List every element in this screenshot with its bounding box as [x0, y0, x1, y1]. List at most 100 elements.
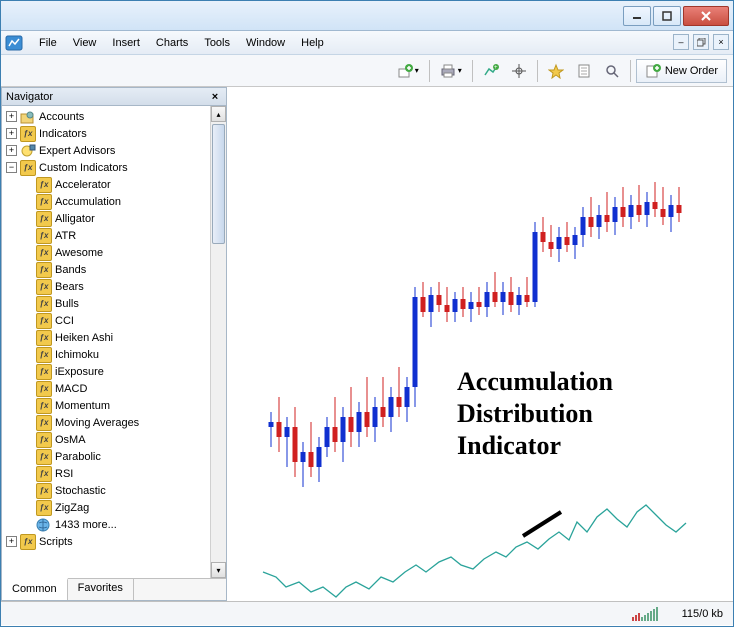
navigator-close-button[interactable]: ×: [208, 90, 222, 104]
tree-item-bulls[interactable]: Bulls: [2, 295, 226, 312]
annotation-l2: Distribution: [457, 399, 593, 429]
fx-icon: [36, 228, 52, 244]
app-window: File View Insert Charts Tools Window Hel…: [0, 0, 734, 627]
expand-icon[interactable]: +: [6, 536, 17, 547]
annotation-arrow: [523, 512, 561, 536]
scroll-down-button[interactable]: ▾: [211, 562, 226, 578]
navigator-title: Navigator: [6, 91, 53, 103]
tree-root-scripts[interactable]: +Scripts: [2, 533, 226, 550]
tree-item-stochastic[interactable]: Stochastic: [2, 482, 226, 499]
expand-icon[interactable]: +: [6, 145, 17, 156]
close-button[interactable]: [683, 6, 729, 26]
toolbar-doc-icon[interactable]: [571, 59, 597, 83]
tree-item-parabolic[interactable]: Parabolic: [2, 448, 226, 465]
expand-icon[interactable]: +: [6, 111, 17, 122]
tree-item-accumulation[interactable]: Accumulation: [2, 193, 226, 210]
fx-icon: [36, 313, 52, 329]
annotation-l3: Indicator: [457, 431, 561, 461]
toolbar: ▾ ▾ + New Order: [1, 55, 733, 87]
tree-item-bands[interactable]: Bands: [2, 261, 226, 278]
tree-item-alligator[interactable]: Alligator: [2, 210, 226, 227]
fx-icon: [36, 449, 52, 465]
chart-svg: [227, 87, 733, 601]
fx-icon: [36, 415, 52, 431]
toolbar-add-icon[interactable]: ▾: [392, 59, 424, 83]
connection-indicator-icon: [632, 607, 668, 621]
tree-item-ichimoku[interactable]: Ichimoku: [2, 346, 226, 363]
expand-icon[interactable]: +: [6, 128, 17, 139]
expert-icon: [20, 143, 36, 159]
fx-icon: [20, 160, 36, 176]
menu-view[interactable]: View: [65, 35, 105, 51]
maximize-button[interactable]: [653, 6, 681, 26]
svg-text:+: +: [494, 65, 498, 71]
tree-item-more[interactable]: 1433 more...: [2, 516, 226, 533]
tree-item-rsi[interactable]: RSI: [2, 465, 226, 482]
fx-icon: [36, 262, 52, 278]
fx-icon: [36, 432, 52, 448]
navigator-panel: Navigator × +Accounts+Indicators+Expert …: [1, 87, 227, 601]
tree-item-osma[interactable]: OsMA: [2, 431, 226, 448]
menubar: File View Insert Charts Tools Window Hel…: [1, 31, 733, 55]
minimize-button[interactable]: [623, 6, 651, 26]
scroll-thumb[interactable]: [212, 124, 225, 244]
navigator-scrollbar[interactable]: ▴ ▾: [210, 106, 226, 578]
globe-icon: [36, 517, 52, 533]
navigator-tree: +Accounts+Indicators+Expert Advisors−Cus…: [2, 106, 226, 552]
statusbar: 115/0 kb: [1, 601, 733, 625]
indicator-line: [263, 505, 686, 597]
tree-item-cci[interactable]: CCI: [2, 312, 226, 329]
mdi-close-button[interactable]: ×: [713, 34, 729, 50]
toolbar-star-icon[interactable]: [543, 59, 569, 83]
fx-icon: [36, 381, 52, 397]
expand-icon[interactable]: −: [6, 162, 17, 173]
new-order-label: New Order: [665, 65, 718, 77]
mdi-restore-button[interactable]: [693, 34, 709, 50]
tree-item-awesome[interactable]: Awesome: [2, 244, 226, 261]
tree-root-expert-advisors[interactable]: +Expert Advisors: [2, 142, 226, 159]
toolbar-zoom-icon[interactable]: [599, 59, 625, 83]
menu-help[interactable]: Help: [293, 35, 332, 51]
fx-icon: [36, 194, 52, 210]
chart-area[interactable]: Accumulation Distribution Indicator: [227, 87, 733, 601]
menu-file[interactable]: File: [31, 35, 65, 51]
status-text: 115/0 kb: [682, 608, 723, 620]
tree-item-momentum[interactable]: Momentum: [2, 397, 226, 414]
toolbar-crosshair-icon[interactable]: [506, 59, 532, 83]
tree-item-zigzag[interactable]: ZigZag: [2, 499, 226, 516]
toolbar-chart-add-icon[interactable]: +: [478, 59, 504, 83]
fx-icon: [36, 398, 52, 414]
menu-tools[interactable]: Tools: [196, 35, 238, 51]
menu-insert[interactable]: Insert: [104, 35, 148, 51]
tab-common[interactable]: Common: [2, 578, 68, 600]
mdi-minimize-button[interactable]: –: [673, 34, 689, 50]
tree-item-moving-averages[interactable]: Moving Averages: [2, 414, 226, 431]
tree-item-atr[interactable]: ATR: [2, 227, 226, 244]
fx-icon: [36, 211, 52, 227]
app-logo-icon: [5, 34, 25, 52]
fx-icon: [36, 177, 52, 193]
tree-item-bears[interactable]: Bears: [2, 278, 226, 295]
fx-icon: [36, 245, 52, 261]
new-order-button[interactable]: New Order: [636, 59, 727, 83]
fx-icon: [36, 279, 52, 295]
tree-item-accelerator[interactable]: Accelerator: [2, 176, 226, 193]
tree-item-iexposure[interactable]: iExposure: [2, 363, 226, 380]
toolbar-print-icon[interactable]: ▾: [435, 59, 467, 83]
tree-root-custom-indicators[interactable]: −Custom Indicators: [2, 159, 226, 176]
menu-window[interactable]: Window: [238, 35, 293, 51]
menu-charts[interactable]: Charts: [148, 35, 196, 51]
tab-favorites[interactable]: Favorites: [68, 579, 134, 600]
tree-root-accounts[interactable]: +Accounts: [2, 108, 226, 125]
fx-icon: [36, 347, 52, 363]
fx-icon: [36, 296, 52, 312]
scroll-up-button[interactable]: ▴: [211, 106, 226, 122]
tree-item-macd[interactable]: MACD: [2, 380, 226, 397]
tree-root-indicators[interactable]: +Indicators: [2, 125, 226, 142]
account-icon: [20, 109, 36, 125]
tree-item-heiken-ashi[interactable]: Heiken Ashi: [2, 329, 226, 346]
fx-icon: [36, 466, 52, 482]
fx-icon: [36, 364, 52, 380]
titlebar: [1, 1, 733, 31]
fx-icon: [36, 483, 52, 499]
